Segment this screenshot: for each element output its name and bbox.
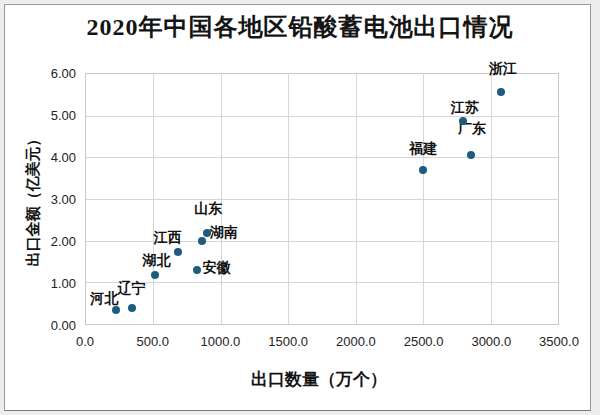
data-point [198, 237, 206, 245]
data-point-label: 河北 [90, 290, 118, 308]
data-point-label: 湖北 [142, 252, 170, 270]
x-tick-label: 1000.0 [201, 334, 241, 349]
gridline-horizontal [86, 199, 558, 200]
data-point [128, 304, 136, 312]
x-axis-title: 出口数量（万个） [251, 368, 387, 391]
x-tick-label: 500.0 [136, 334, 169, 349]
gridline-horizontal [86, 282, 558, 283]
data-point [467, 151, 475, 159]
data-point [151, 271, 159, 279]
data-point-label: 安徽 [202, 259, 230, 277]
y-tick-label: 5.00 [26, 108, 76, 123]
chart-title: 2020年中国各地区铅酸蓄电池出口情况 [0, 11, 600, 43]
data-point-label: 浙江 [489, 60, 517, 78]
x-tick-label: 2500.0 [404, 334, 444, 349]
y-tick-label: 6.00 [26, 66, 76, 81]
x-tick-label: 3000.0 [471, 334, 511, 349]
y-axis-title: 出口金额（亿美元） [24, 132, 43, 267]
page: { "page": { "background_color": "#ededed… [0, 0, 600, 415]
x-tick-label: 1500.0 [268, 334, 308, 349]
x-tick-label: 3500.0 [539, 334, 579, 349]
data-point-label: 湖南 [210, 224, 238, 242]
data-point-label: 山东 [194, 200, 222, 218]
data-point [174, 248, 182, 256]
y-tick-label: 1.00 [26, 276, 76, 291]
data-point-label: 江西 [153, 229, 181, 247]
data-point [419, 166, 427, 174]
data-point-label: 福建 [409, 140, 437, 158]
data-point [459, 117, 467, 125]
x-tick-label: 0.0 [76, 334, 94, 349]
data-point-label: 辽宁 [118, 280, 146, 298]
y-tick-label: 0.00 [26, 318, 76, 333]
data-point-label: 江苏 [451, 99, 479, 117]
data-point [193, 266, 201, 274]
gridline-horizontal [86, 116, 558, 117]
plot-area [85, 73, 559, 325]
gridline-horizontal [86, 157, 558, 158]
x-tick-label: 2000.0 [336, 334, 376, 349]
data-point [497, 88, 505, 96]
